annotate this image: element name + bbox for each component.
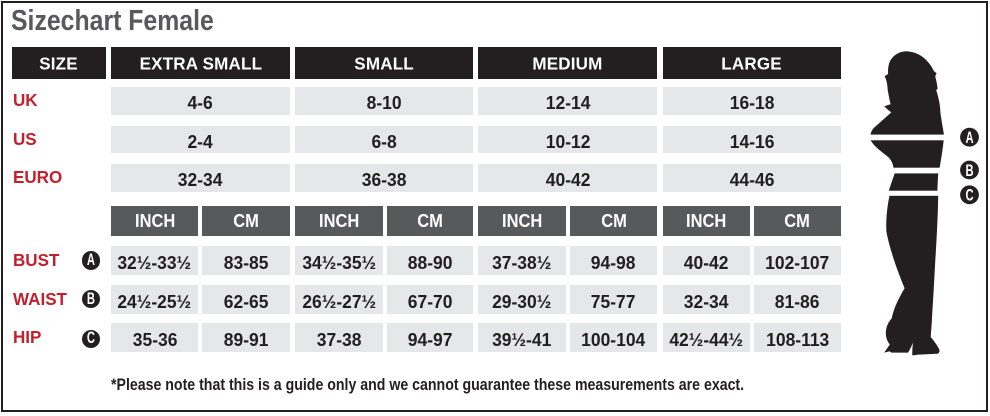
svg-text:A: A: [965, 128, 973, 147]
svg-text:C: C: [965, 185, 973, 204]
svg-text:B: B: [965, 161, 973, 180]
